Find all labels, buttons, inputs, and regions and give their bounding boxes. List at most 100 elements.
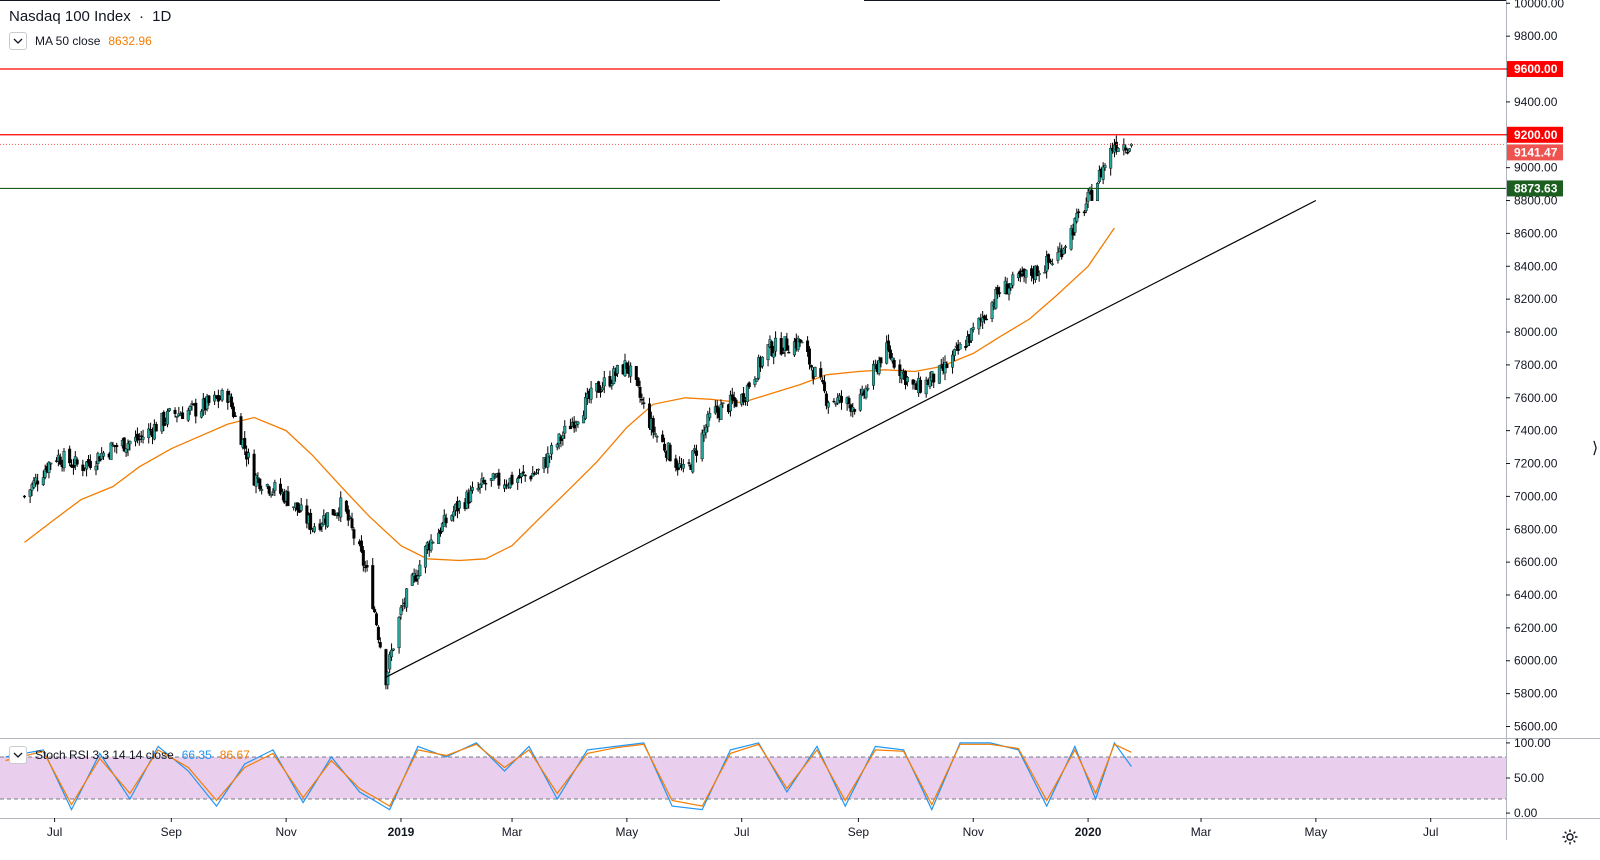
price-tick-label: 8200.00 [1514, 292, 1558, 306]
candle-body [796, 337, 800, 350]
candle-body [199, 411, 203, 418]
candle-body [22, 495, 26, 498]
candle-body [71, 465, 75, 468]
candle-body [529, 476, 533, 480]
price-tick-label: 8600.00 [1514, 226, 1558, 240]
settings-gear-icon[interactable] [1561, 828, 1579, 846]
stoch-legend-collapse-button[interactable] [9, 746, 27, 764]
candle-body [154, 423, 158, 432]
candle-body [582, 415, 586, 424]
candle-body [1035, 266, 1039, 277]
candle-body [36, 480, 40, 485]
stoch-legend-label: Stoch RSI 3 3 14 14 close [35, 748, 174, 762]
candle-body [258, 478, 262, 490]
price-tick-label: 10000.00 [1514, 0, 1564, 10]
price-labels: 9600.00 9200.00 8873.63 9141.47 [1507, 61, 1563, 197]
candle-body [1124, 147, 1128, 151]
title-separator: · [138, 8, 144, 25]
candle-body [471, 487, 475, 491]
candle-body [410, 574, 414, 586]
candle-body [937, 365, 941, 384]
candle-body [152, 424, 156, 440]
stoch-rsi-pane [0, 741, 1506, 812]
candle-body [760, 356, 764, 367]
candle-body [1109, 147, 1113, 169]
candle-body [924, 379, 928, 395]
chevron-down-icon [13, 752, 23, 758]
time-tick-label: Sep [848, 825, 870, 839]
candle-body [819, 368, 823, 378]
price-tick-label: 7000.00 [1514, 489, 1558, 503]
candle-body [1084, 203, 1088, 211]
candle-body [608, 375, 612, 387]
candle-body [981, 317, 985, 323]
candle-body [344, 500, 348, 512]
candle-body [1063, 246, 1067, 248]
candle-body [629, 365, 633, 377]
candle-body [216, 395, 220, 402]
candle-body [497, 472, 501, 486]
candle-body [866, 388, 870, 390]
candle-body [583, 397, 587, 419]
candle-body [691, 450, 695, 473]
candle-body [977, 317, 981, 330]
candle-body [888, 349, 892, 359]
candle-body [640, 399, 644, 401]
candle-body [166, 410, 170, 425]
candle-body [139, 435, 143, 437]
candle-body [905, 377, 909, 383]
candle-body [1045, 256, 1049, 272]
price-tick-label: 6400.00 [1514, 588, 1558, 602]
candle-body [1037, 273, 1041, 276]
candle-body [331, 509, 335, 516]
candle-body [774, 337, 778, 352]
candle-body [536, 468, 540, 471]
candle-body [821, 380, 825, 383]
candlestick-series [22, 135, 1133, 690]
ma-legend-collapse-button[interactable] [9, 32, 27, 50]
candle-body [983, 315, 987, 320]
candle-body [510, 474, 514, 485]
candle-body [779, 338, 783, 355]
time-tick-label: Mar [1191, 825, 1212, 839]
candle-body [823, 381, 827, 392]
candle-body [405, 588, 409, 608]
interval-label: 1D [152, 8, 172, 25]
candle-body [94, 465, 98, 471]
candle-body [964, 345, 968, 348]
resize-handle-icon[interactable]: ⟩ [1592, 440, 1599, 457]
candle-body [693, 448, 697, 450]
candle-body [326, 512, 330, 527]
candle-body [1116, 147, 1120, 152]
candle-body [47, 461, 51, 473]
candle-body [397, 616, 401, 649]
candle-body [444, 517, 448, 524]
candle-body [230, 396, 234, 408]
candle-body [610, 383, 614, 386]
osc-tick-label: 100.00 [1514, 736, 1551, 750]
candle-body [149, 429, 153, 431]
candle-body [503, 484, 507, 489]
candle-body [181, 412, 185, 420]
candle-body [320, 523, 324, 527]
candle-body [853, 409, 857, 412]
candle-body [1095, 182, 1099, 202]
price-tick-label: 8400.00 [1514, 259, 1558, 273]
candle-body [984, 318, 988, 321]
stoch-k-line [5, 741, 1132, 812]
price-tick-label: 8800.00 [1514, 194, 1558, 208]
candle-body [346, 509, 350, 521]
price-tick-label: 8000.00 [1514, 325, 1558, 339]
candle-body [952, 349, 956, 356]
candle-body [1030, 268, 1034, 276]
candle-body [824, 393, 828, 406]
candle-body [928, 377, 932, 387]
candle-body [1056, 252, 1060, 261]
candle-body [732, 397, 736, 402]
candle-body [309, 512, 313, 531]
candle-body [137, 438, 141, 441]
candle-body [1062, 248, 1066, 255]
time-tick-label: Jul [47, 825, 62, 839]
candle-body [128, 441, 132, 445]
